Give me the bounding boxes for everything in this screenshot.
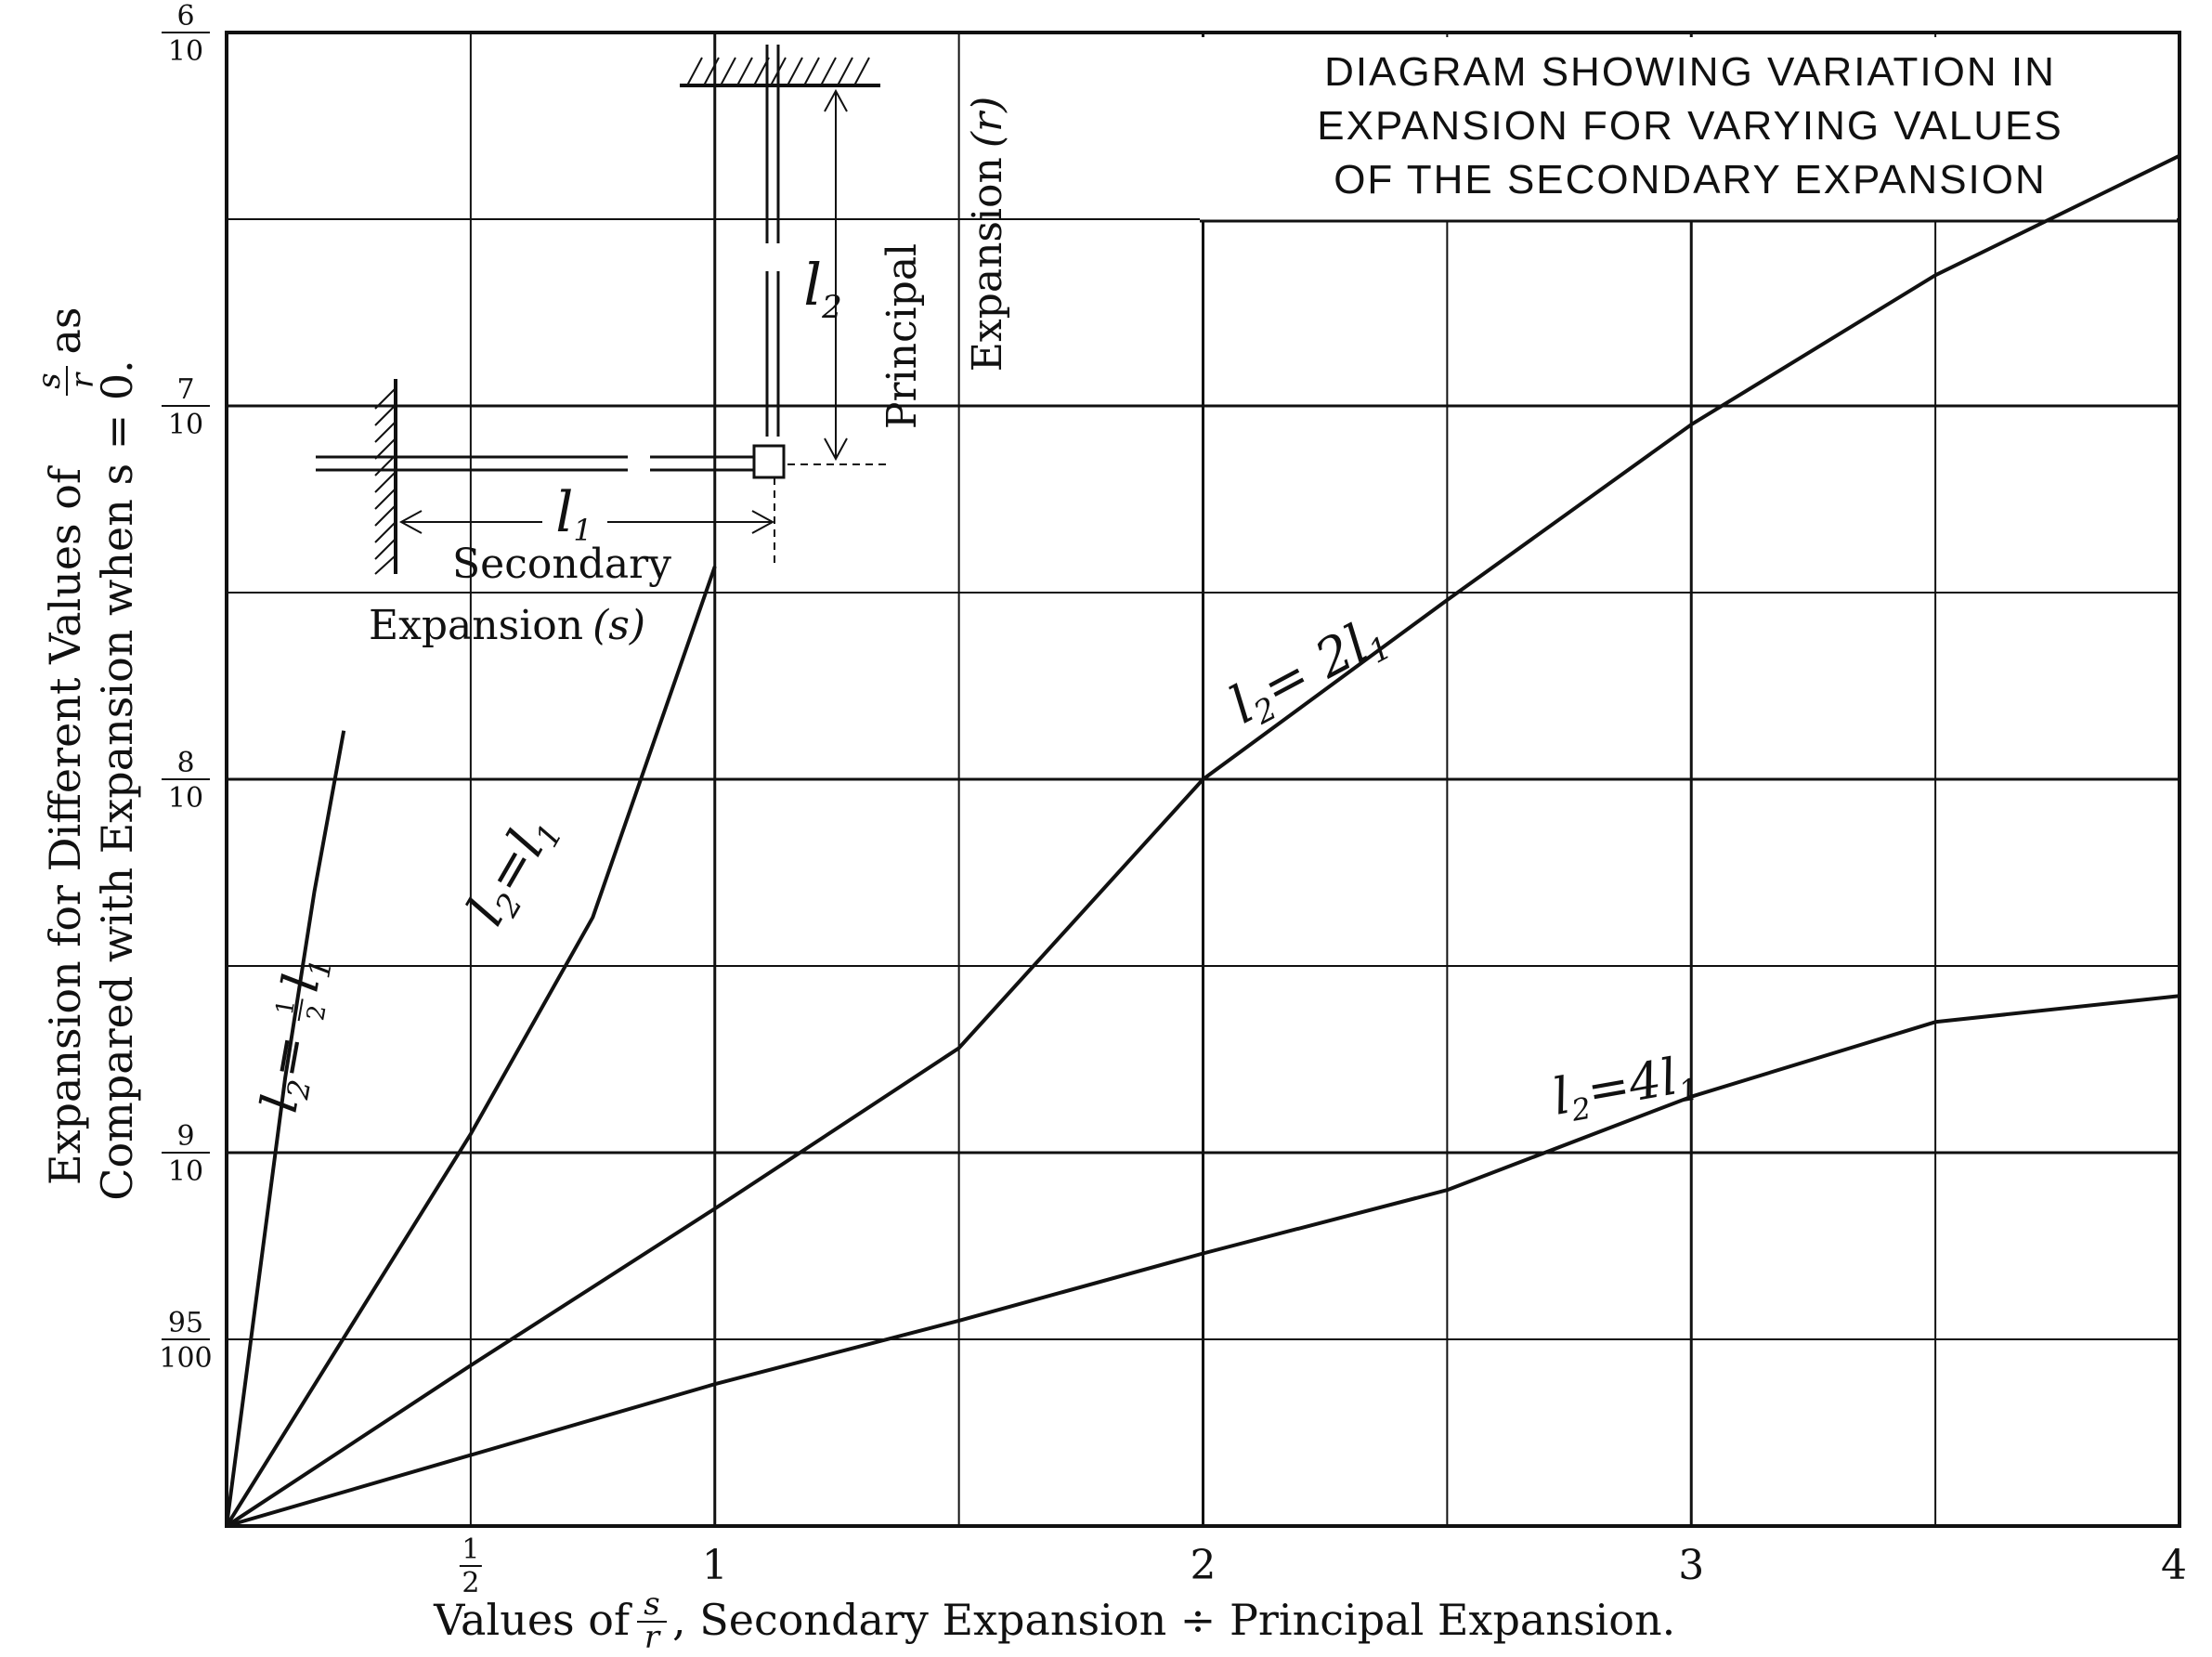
y-tick-label-num: 8 — [176, 747, 194, 779]
title-line-2: EXPANSION FOR VARYING VALUES — [1317, 103, 2062, 149]
title-panel — [1200, 37, 2177, 221]
l2-arrow-top — [824, 88, 848, 112]
secondary-label: Secondary — [452, 541, 671, 588]
series-line-2 — [225, 566, 717, 1528]
x-axis-frac-num: s — [644, 1585, 659, 1623]
y-axis-label-line1-prefix: Expansion for Different Values of — [40, 465, 90, 1185]
svg-text:2: 2 — [302, 1003, 332, 1024]
svg-text:l2=l1: l2=l1 — [456, 803, 571, 937]
y-tick-label-den: 10 — [168, 409, 203, 441]
vertical-pipe — [765, 45, 780, 437]
y-axis-frac-den: r — [64, 372, 101, 388]
chart-title: DIAGRAM SHOWING VARIATION IN EXPANSION F… — [1317, 49, 2062, 202]
series-line-1 — [225, 730, 346, 1527]
x-tick-labels: 12 1 2 3 4 — [459, 1533, 2187, 1599]
curve-label-4l1: l2=4l1 — [1548, 1044, 1700, 1131]
title-line-1: DIAGRAM SHOWING VARIATION IN — [1324, 49, 2056, 95]
horizontal-pipe — [316, 455, 758, 472]
x-axis-label-prefix: Values of — [433, 1595, 632, 1645]
y-tick-label-num: 6 — [176, 0, 194, 33]
l1-arrow-left — [398, 510, 423, 534]
x-tick-label: 3 — [1678, 1542, 1704, 1589]
left-wall-hatch — [374, 387, 397, 575]
expansion-s-label: Expansion (s) — [369, 602, 645, 649]
y-tick-label-den: 10 — [168, 782, 203, 815]
title-line-3: OF THE SECONDARY EXPANSION — [1334, 157, 2047, 202]
x-tick-label-den: 2 — [462, 1567, 479, 1599]
l2-arrow-bottom — [824, 437, 848, 462]
curve-label-l1: l2=l1 — [456, 803, 571, 937]
curve-label-half: l2= 1 2 l1 — [250, 951, 340, 1117]
y-axis-frac-num: s — [31, 372, 68, 388]
x-tick-label: 2 — [1191, 1542, 1217, 1589]
x-tick-label: 4 — [2161, 1542, 2187, 1589]
l1-arrow-right — [751, 510, 775, 534]
x-axis-label: Values of s r , Secondary Expansion ÷ Pr… — [433, 1585, 1675, 1656]
series-group — [225, 153, 2180, 1528]
y-axis-label: Expansion for Different Values of s r as… — [31, 307, 142, 1200]
y-axis-label-line1-suffix: as — [40, 307, 90, 354]
x-tick-label-num: 1 — [462, 1533, 479, 1566]
curve-label-2l1: l2= 2l1 — [1220, 605, 1398, 740]
top-wall-hatch — [686, 57, 870, 86]
expansion-r-label: Expansion(r) — [964, 97, 1011, 372]
y-tick-label-den: 10 — [168, 1155, 203, 1188]
l1-label: l1 — [555, 480, 592, 548]
l2-label: l2 — [803, 251, 841, 326]
l1-label-bg — [542, 483, 607, 539]
y-tick-label-den: 100 — [159, 1342, 212, 1375]
series-line-4 — [226, 994, 2180, 1528]
svg-text:l2=4l1: l2=4l1 — [1548, 1044, 1700, 1131]
y-tick-label-num: 95 — [168, 1307, 203, 1339]
principal-label: Principal — [878, 243, 926, 429]
x-axis-label-suffix: , Secondary Expansion ÷ Principal Expans… — [672, 1595, 1675, 1645]
svg-text:l1: l1 — [271, 951, 340, 997]
x-axis-frac-den: r — [644, 1619, 661, 1656]
svg-text:1: 1 — [271, 998, 301, 1018]
x-tick-label: 1 — [702, 1542, 728, 1589]
y-tick-label-num: 7 — [176, 373, 194, 406]
y-tick-label-den: 10 — [168, 35, 203, 68]
plot-border — [225, 31, 2181, 1528]
y-axis-label-line2: Compared with Expansion when s = 0. — [92, 359, 142, 1201]
elbow-fitting — [752, 444, 786, 479]
y-tick-label-num: 9 — [176, 1120, 194, 1153]
svg-text:l2= 2l1: l2= 2l1 — [1220, 605, 1398, 740]
inset-diagram: l2 l1 Secondary Expansion (s) Principal E… — [316, 45, 1011, 649]
svg-text:l2=: l2= — [250, 1031, 325, 1117]
series-line-3 — [225, 153, 2180, 1528]
